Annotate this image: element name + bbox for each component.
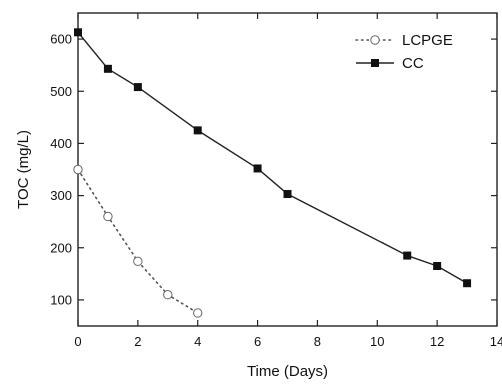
series-layer xyxy=(73,28,472,318)
data-point-lcpge xyxy=(73,164,83,175)
x-tick-label: 6 xyxy=(254,334,261,349)
legend-marker-cc xyxy=(371,59,379,67)
data-point-lcpge xyxy=(103,211,113,222)
x-tick-label: 10 xyxy=(370,334,384,349)
data-point-cc xyxy=(193,126,202,135)
y-axis-title: TOC (mg/L) xyxy=(15,130,32,209)
y-tick-label: 200 xyxy=(50,240,72,255)
x-tick-label: 8 xyxy=(314,334,321,349)
y-tick-label: 500 xyxy=(50,84,72,99)
data-point-cc xyxy=(283,190,292,199)
legend-label-cc: CC xyxy=(402,55,424,72)
y-tick-label: 400 xyxy=(50,136,72,151)
data-point-cc xyxy=(433,262,442,271)
data-point-cc xyxy=(74,28,82,37)
legend: LCPGE CC xyxy=(355,32,453,72)
plot-frame xyxy=(77,12,498,327)
plot-area xyxy=(77,12,498,327)
axes-layer: 0 2 4 6 8 10 12 14 100 200 300 400 500 600 xyxy=(50,13,502,349)
x-tick-label: 4 xyxy=(194,334,201,349)
legend-label-lcpge: LCPGE xyxy=(402,32,453,49)
x-tick-label: 14 xyxy=(490,334,502,349)
x-axis-title: Time (Days) xyxy=(247,363,328,380)
data-point-cc xyxy=(403,251,412,260)
data-point-cc xyxy=(103,64,112,73)
data-point-cc xyxy=(463,279,472,288)
x-tick-label: 0 xyxy=(74,334,81,349)
legend-marker-lcpge xyxy=(370,35,380,45)
data-point-lcpge xyxy=(133,256,143,267)
y-tick-label: 100 xyxy=(50,292,72,307)
y-tick-label: 600 xyxy=(50,32,72,47)
y-tick-label: 300 xyxy=(50,188,72,203)
data-point-cc xyxy=(133,83,142,92)
data-point-lcpge xyxy=(193,308,203,318)
x-tick-label: 2 xyxy=(134,334,141,349)
x-tick-label: 12 xyxy=(430,334,444,349)
series-line-lcpge xyxy=(77,168,199,314)
data-point-lcpge xyxy=(163,290,173,300)
data-point-cc xyxy=(253,164,262,173)
